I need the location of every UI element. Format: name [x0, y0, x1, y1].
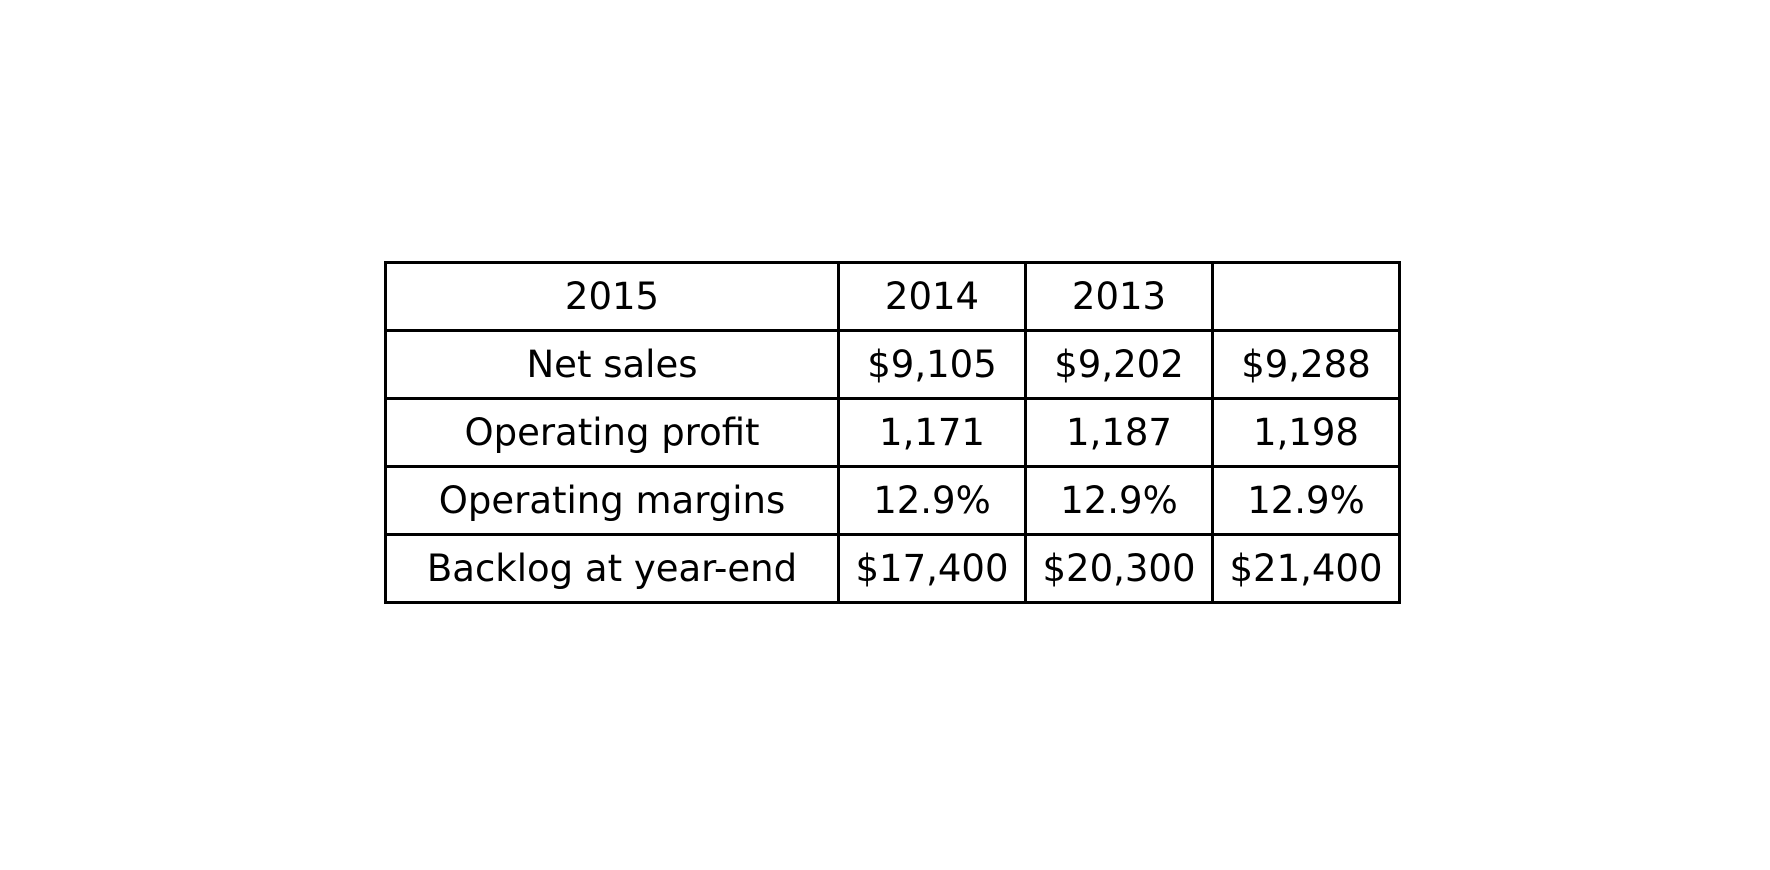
- table-row: Operating margins 12.9% 12.9% 12.9%: [384, 465, 1401, 536]
- header-cell: 2013: [1024, 261, 1214, 332]
- table-row: Operating profit 1,171 1,187 1,198: [384, 397, 1401, 468]
- header-cell: [1211, 261, 1401, 332]
- value-cell: 1,171: [837, 397, 1027, 468]
- value-cell: 1,198: [1211, 397, 1401, 468]
- table-row: Backlog at year-end $17,400 $20,300 $21,400: [384, 533, 1401, 604]
- row-label-cell: Operating profit: [384, 397, 840, 468]
- value-cell: $20,300: [1024, 533, 1214, 604]
- header-cell: 2015: [384, 261, 840, 332]
- row-label-cell: Operating margins: [384, 465, 840, 536]
- financial-table: 2015 2014 2013 Net sales $9,105 $9,202 $9,288 O…: [384, 261, 1401, 604]
- value-cell: 12.9%: [1211, 465, 1401, 536]
- table-header-row: 2015 2014 2013: [384, 261, 1401, 332]
- value-cell: $9,288: [1211, 329, 1401, 400]
- table-row: Net sales $9,105 $9,202 $9,288: [384, 329, 1401, 400]
- value-cell: $9,202: [1024, 329, 1214, 400]
- row-label-cell: Net sales: [384, 329, 840, 400]
- row-label-cell: Backlog at year-end: [384, 533, 840, 604]
- header-cell: 2014: [837, 261, 1027, 332]
- value-cell: 12.9%: [1024, 465, 1214, 536]
- value-cell: $21,400: [1211, 533, 1401, 604]
- value-cell: $17,400: [837, 533, 1027, 604]
- value-cell: 12.9%: [837, 465, 1027, 536]
- value-cell: 1,187: [1024, 397, 1214, 468]
- value-cell: $9,105: [837, 329, 1027, 400]
